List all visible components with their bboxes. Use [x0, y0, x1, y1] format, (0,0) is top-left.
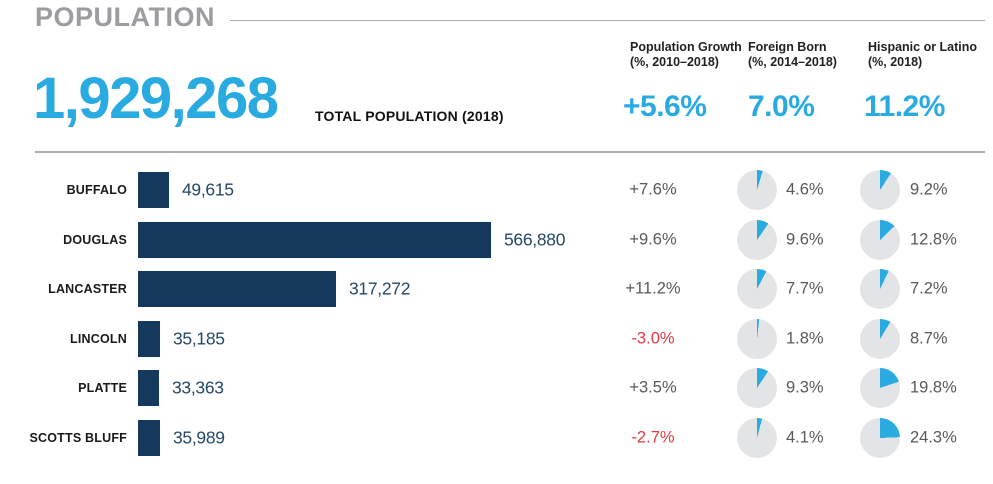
county-label: BUFFALO [66, 183, 127, 197]
foreign-born-value: 4.6% [786, 180, 824, 199]
column-header-population-growth: Population Growth (%, 2010–2018) [630, 40, 742, 70]
hispanic-value: 19.8% [910, 378, 957, 397]
column-header-line2: (%, 2018) [868, 55, 923, 69]
column-header-hispanic-latino: Hispanic or Latino (%, 2018) [868, 40, 977, 70]
column-header-foreign-born: Foreign Born (%, 2014–2018) [748, 40, 837, 70]
population-bar [138, 420, 160, 456]
population-bar [138, 172, 169, 208]
foreign-born-value: 9.6% [786, 230, 824, 249]
foreign-born-pie [737, 318, 777, 359]
foreign-born-value: 9.3% [786, 378, 824, 397]
county-label: SCOTTS BLUFF [29, 431, 127, 445]
hispanic-value: 8.7% [910, 329, 948, 348]
hispanic-value: 24.3% [910, 428, 957, 447]
county-label: DOUGLAS [63, 232, 127, 247]
county-row: SCOTTS BLUFF 35,989 -2.7% 4.1% 24.3% [0, 413, 993, 463]
county-row: LANCASTER 317,272 +11.2% 7.7% 7.2% [0, 264, 993, 314]
column-header-line1: Foreign Born [748, 40, 827, 54]
county-rows: BUFFALO 49,615 +7.6% 4.6% 9.2% DOUGLAS 5… [0, 165, 993, 465]
county-row: PLATTE 33,363 +3.5% 9.3% 19.8% [0, 363, 993, 413]
column-header-line2: (%, 2010–2018) [630, 55, 719, 69]
population-bar [138, 271, 336, 308]
state-foreign-born-value: 7.0% [748, 90, 815, 123]
state-hispanic-value: 11.2% [864, 90, 945, 123]
hispanic-pie [860, 170, 900, 210]
foreign-born-pie [737, 170, 777, 210]
hispanic-pie [860, 269, 900, 310]
population-value: 566,880 [504, 229, 566, 250]
state-growth-value: +5.6% [623, 90, 707, 123]
growth-value: +11.2% [625, 279, 681, 298]
population-bar [138, 320, 160, 357]
hispanic-pie [860, 318, 900, 359]
county-label: LINCOLN [70, 331, 127, 346]
county-label: PLATTE [78, 381, 127, 396]
hispanic-value: 7.2% [910, 279, 948, 298]
page-title: POPULATION [35, 2, 215, 32]
foreign-born-pie [737, 269, 777, 310]
population-bar [138, 370, 159, 407]
county-label: LANCASTER [48, 282, 127, 297]
population-value: 49,615 [182, 179, 234, 200]
foreign-born-pie [737, 418, 777, 458]
county-row: DOUGLAS 566,880 +9.6% 9.6% 12.8% [0, 215, 993, 265]
title-rule [230, 20, 985, 21]
hispanic-pie [860, 418, 900, 458]
hispanic-pie [860, 368, 900, 409]
header-divider [35, 151, 985, 153]
growth-value: -3.0% [631, 329, 675, 348]
foreign-born-value: 4.1% [786, 428, 824, 447]
growth-value: -2.7% [631, 428, 675, 447]
population-value: 35,989 [173, 427, 225, 448]
population-value: 33,363 [172, 377, 224, 398]
county-row: LINCOLN 35,185 -3.0% 1.8% 8.7% [0, 314, 993, 364]
growth-value: +7.6% [629, 180, 677, 199]
hispanic-pie [860, 219, 900, 260]
foreign-born-value: 7.7% [786, 279, 824, 298]
foreign-born-pie [737, 368, 777, 409]
population-value: 317,272 [349, 278, 411, 299]
column-header-line1: Hispanic or Latino [868, 40, 978, 54]
population-bar [138, 221, 491, 258]
total-population-label: TOTAL POPULATION (2018) [315, 108, 504, 124]
foreign-born-value: 1.8% [786, 329, 824, 348]
hispanic-value: 9.2% [910, 180, 948, 199]
county-row: BUFFALO 49,615 +7.6% 4.6% 9.2% [0, 165, 993, 215]
foreign-born-pie [737, 219, 777, 260]
population-value: 35,185 [173, 328, 225, 349]
hispanic-value: 12.8% [910, 230, 957, 249]
column-header-line1: Population Growth [630, 40, 742, 54]
column-header-line2: (%, 2014–2018) [748, 55, 837, 69]
growth-value: +3.5% [629, 378, 677, 397]
growth-value: +9.6% [629, 230, 677, 249]
total-population-value: 1,929,268 [33, 66, 279, 131]
